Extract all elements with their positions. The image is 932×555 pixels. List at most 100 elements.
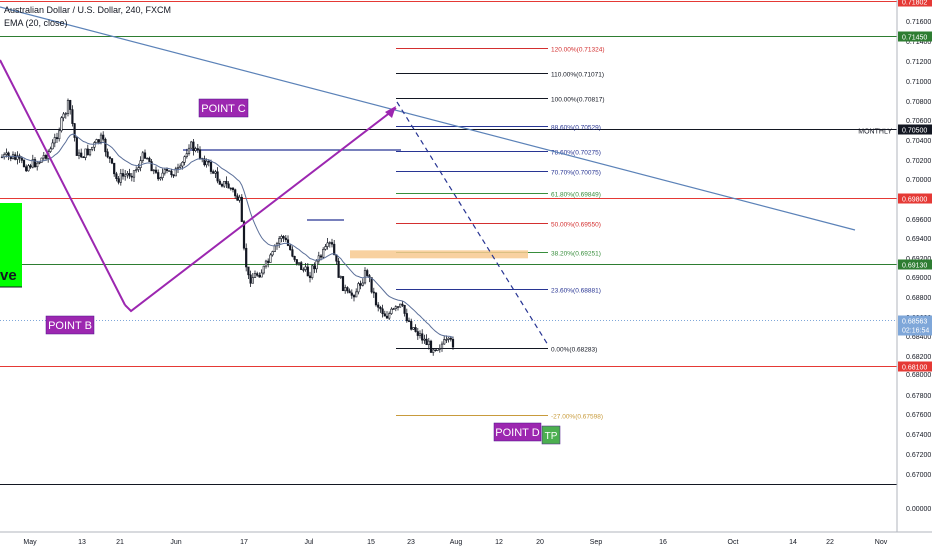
candle-body [22,160,26,168]
candle-body [339,276,342,278]
fib-level-label: 88.60%(0.70529) [551,125,601,132]
y-tick-label: 0.67200 [906,452,931,459]
candle-body [113,162,116,175]
candle-body [271,251,274,256]
candle-body [315,260,318,270]
candle-body [117,178,120,183]
candle-body [258,275,261,278]
candle-body [227,183,230,189]
candle-body [350,292,353,296]
projection-dashed-line [396,101,549,346]
fib-level-label: 50.00%(0.69550) [551,222,601,229]
x-tick-label: 20 [536,539,544,546]
candle-body [251,277,254,284]
ema-layer [1,133,454,339]
x-tick-label: 13 [78,539,86,546]
candle-body [249,274,252,284]
candle-body [273,245,276,252]
candle-body [42,155,45,159]
y-tick-label: 0.71600 [906,19,931,26]
candle-body [236,195,239,201]
candle-body [381,308,384,315]
candle-body [194,148,197,151]
candle-body [370,277,373,293]
horizontal-level-price-tag: 0.70500 [902,128,927,135]
candle-body [383,313,386,317]
horizontal-level-price-tag-bg [898,124,932,135]
candle-body [62,113,65,119]
candle-body [159,177,162,180]
candle-body [311,265,314,278]
x-tick-label: 17 [240,539,248,546]
horizontal-level-price-tag-bg [898,193,932,204]
fib-level-label: 61.80%(0.69849) [551,192,601,199]
y-tick-label: 0.69400 [906,236,931,243]
fib-level-label: 23.60%(0.68881) [551,288,601,295]
y-tick-label: 0.70600 [906,118,931,125]
y-tick-label: 0.67600 [906,412,931,419]
point-d-label: POINT D [495,427,539,439]
candle-body [192,141,195,151]
horizontal-level-price-tag-bg [898,259,932,270]
candle-body [77,152,81,156]
candle-body [60,117,63,132]
candle-body [88,149,92,156]
candle-body [245,247,248,268]
candle-body [187,147,191,154]
lime-note-box [0,203,22,287]
candle-body [115,173,118,179]
candle-body [82,156,85,159]
candle-body [361,282,364,286]
candle-body [97,139,100,143]
candle-body [66,100,70,114]
x-tick-label: Aug [450,539,463,546]
fib-level-label: 100.00%(0.70817) [551,97,605,104]
candle-body [440,343,444,349]
horizontal-level-price-tag-bg [898,361,932,372]
candle-body [36,162,39,168]
y-tick-label: 0.68800 [906,295,931,302]
point-b-label-box [45,315,95,335]
fib-level-label: 78.60%(0.70275) [551,150,601,157]
candle-body [207,160,210,163]
candles-layer [0,98,455,356]
candle-body [238,196,241,201]
candle-body [51,142,54,150]
candle-body [95,139,98,143]
candle-body [324,246,327,250]
candle-body [163,169,166,174]
current-price-value: 0.68563 [902,319,927,326]
candle-body [264,260,268,267]
candle-body [432,349,435,353]
candle-body [416,331,419,336]
horizontal-level-price-tag-bg [898,0,932,7]
candle-body [44,155,48,159]
horizontal-level-price-tag: 0.69130 [902,263,927,270]
candle-body [295,259,298,264]
tp-label: TP [545,431,558,442]
candle-body [104,138,107,153]
candle-body [190,141,193,149]
candle-body [394,306,397,310]
candle-body [58,130,61,140]
candle-body [410,321,413,330]
candle-body [341,276,345,292]
candle-body [293,255,296,260]
candle-body [438,348,441,350]
candle-body [302,269,305,271]
candle-body [179,165,182,168]
price-axis: 0.71600 0.71400 0.71200 0.71000 0.70800 0.706… [896,0,932,532]
candle-body [75,137,78,156]
candle-body [447,337,450,340]
tp-label-box [541,425,561,445]
candle-body [152,169,155,172]
candle-body [225,180,228,185]
candle-body [300,262,303,270]
candle-body [33,159,37,168]
point-c-label-box [198,98,249,118]
candle-body [5,152,8,155]
candle-body [392,308,395,310]
candle-body [401,303,404,306]
